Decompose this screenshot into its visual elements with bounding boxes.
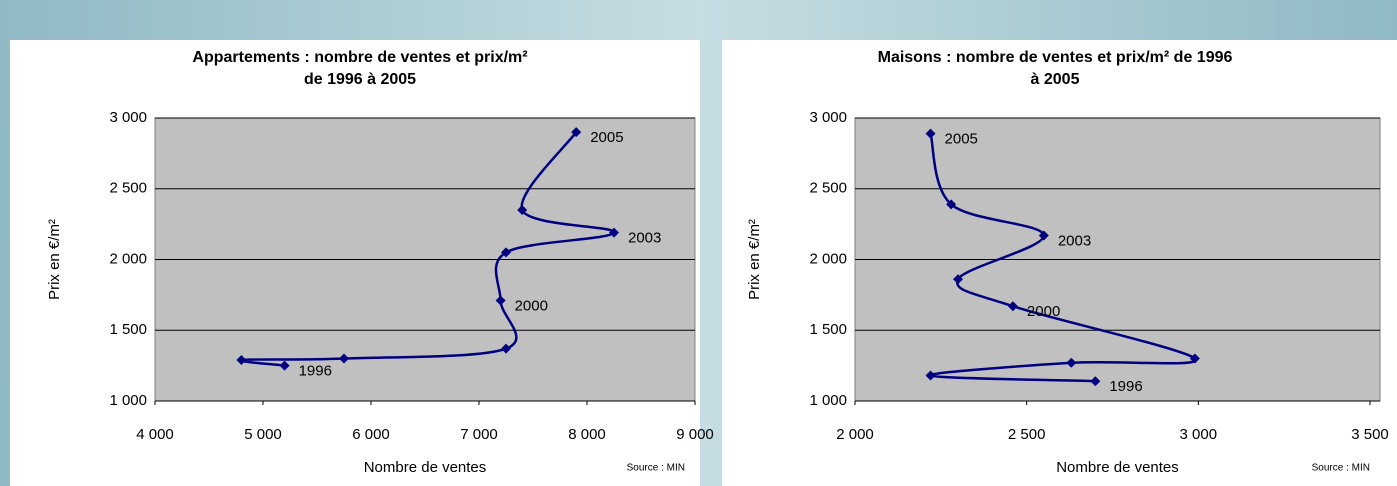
x-tick-label: 6 000: [352, 426, 390, 443]
point: [1066, 357, 1077, 368]
series-line: [929, 133, 1197, 383]
annotation: 2005: [945, 131, 978, 148]
point: [925, 128, 936, 139]
point: [1038, 230, 1049, 241]
x-tick-label: 7 000: [460, 426, 498, 443]
y-axis-label: Prix en €/m²: [746, 219, 763, 300]
point: [1090, 376, 1101, 387]
annotation: 1996: [1109, 378, 1142, 395]
source: Source : MIN: [627, 463, 685, 474]
y-tick-label: 3 000: [109, 109, 147, 126]
y-tick-label: 2 500: [109, 180, 147, 197]
point: [236, 354, 247, 365]
y-axis-label: Prix en €/m²: [46, 219, 63, 300]
point: [501, 247, 511, 258]
point: [946, 199, 957, 210]
y-tick-label: 1 500: [109, 321, 147, 338]
point: [571, 127, 582, 138]
y-tick-label: 1 000: [809, 392, 847, 409]
point: [1189, 353, 1200, 364]
annotation: 2003: [1058, 232, 1091, 249]
annotation: 1996: [299, 363, 332, 380]
point: [495, 295, 506, 306]
x-tick-label: 5 000: [244, 426, 282, 443]
point: [925, 370, 936, 381]
x-axis-label: Nombre de ventes: [1056, 459, 1179, 476]
y-tick-label: 2 000: [109, 250, 147, 267]
source: Source : MIN: [1312, 463, 1370, 474]
chart-title: de 1996 à 2005: [304, 71, 416, 88]
x-axis-label: Nombre de ventes: [364, 459, 487, 476]
chart-title: Appartements : nombre de ventes et prix/…: [192, 49, 527, 66]
x-tick-label: 3 000: [1180, 426, 1218, 443]
x-tick-label: 4 000: [136, 426, 174, 443]
annotation: 2003: [628, 230, 661, 247]
point: [517, 204, 528, 215]
point: [953, 274, 963, 285]
point: [609, 227, 619, 238]
annotation: 2005: [590, 129, 623, 146]
x-tick-label: 9 000: [676, 426, 714, 443]
y-tick-label: 1 000: [109, 392, 147, 409]
x-tick-label: 2 500: [1008, 426, 1046, 443]
y-tick-label: 2 000: [809, 250, 847, 267]
y-tick-label: 2 500: [809, 180, 847, 197]
y-tick-label: 1 500: [809, 321, 847, 338]
point: [501, 343, 511, 354]
x-tick-label: 3 500: [1351, 426, 1389, 443]
y-tick-label: 3 000: [809, 109, 847, 126]
annotation: 2000: [515, 298, 548, 315]
chart-title: à 2005: [1031, 71, 1080, 88]
x-tick-label: 2 000: [836, 426, 874, 443]
point: [279, 360, 290, 371]
annotation: 2000: [1027, 303, 1060, 320]
point: [1007, 301, 1018, 312]
chart-title: Maisons : nombre de ventes et prix/m² de…: [878, 49, 1233, 66]
x-tick-label: 8 000: [568, 426, 606, 443]
point: [339, 353, 349, 364]
